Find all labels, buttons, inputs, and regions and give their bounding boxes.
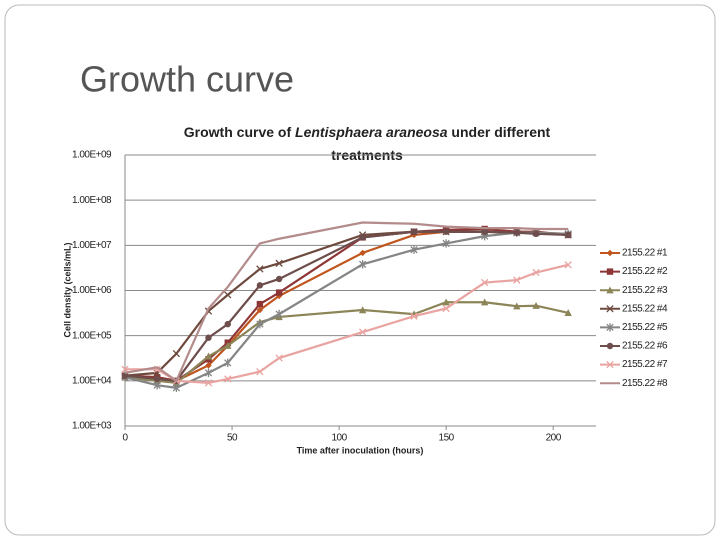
y-axis-label: Cell density (cells/mL) xyxy=(62,242,72,337)
marker xyxy=(442,228,450,235)
y-tick-label: 1.00E+04 xyxy=(72,375,112,386)
marker xyxy=(204,352,213,360)
marker xyxy=(532,302,540,309)
marker xyxy=(564,231,572,239)
y-tick-label: 1.00E+09 xyxy=(72,150,112,161)
x-tick-label: 150 xyxy=(439,433,455,444)
x-tick-label: 50 xyxy=(227,433,238,444)
marker xyxy=(256,282,264,289)
legend-label: 2155.22 #3 xyxy=(622,285,668,296)
y-tick-label: 1.00E+05 xyxy=(72,330,112,341)
legend-label: 2155.22 #2 xyxy=(622,266,668,277)
marker xyxy=(480,298,489,306)
marker xyxy=(442,304,450,313)
marker xyxy=(532,268,540,277)
marker xyxy=(256,319,264,329)
chart-title-part: Lentisphaera araneosa xyxy=(295,124,448,140)
legend-label: 2155.22 #5 xyxy=(622,322,668,333)
marker xyxy=(256,265,264,273)
marker xyxy=(275,289,283,296)
legend-marker xyxy=(606,249,614,257)
marker xyxy=(410,312,418,320)
marker xyxy=(564,261,572,269)
marker xyxy=(224,291,232,299)
legend-marker xyxy=(606,360,614,369)
legend-marker xyxy=(606,286,614,294)
marker xyxy=(275,309,283,319)
x-tick-label: 0 xyxy=(122,433,128,444)
chart-title-part: under different xyxy=(448,124,551,140)
chart-title-part: Growth curve of xyxy=(184,124,295,140)
marker xyxy=(358,260,367,269)
x-tick-label: 100 xyxy=(331,433,347,444)
marker xyxy=(358,328,367,336)
marker xyxy=(205,362,212,369)
y-tick-label: 1.00E+08 xyxy=(72,195,112,206)
x-axis-label: Time after inoculation (hours) xyxy=(297,445,424,455)
legend-marker xyxy=(606,342,614,350)
marker xyxy=(224,341,232,349)
marker xyxy=(224,375,232,383)
marker xyxy=(513,302,521,310)
slide-frame xyxy=(4,4,716,536)
marker xyxy=(410,228,418,235)
marker xyxy=(442,298,450,306)
series-line xyxy=(124,221,569,383)
marker xyxy=(481,228,488,235)
y-tick-label: 1.00E+03 xyxy=(72,421,112,432)
marker xyxy=(564,309,572,317)
legend-marker xyxy=(606,268,614,275)
x-tick-label: 200 xyxy=(546,433,562,444)
legend-marker xyxy=(606,323,614,332)
series-line xyxy=(125,263,569,385)
marker xyxy=(121,372,129,379)
marker xyxy=(256,367,264,376)
y-tick-label: 1.00E+07 xyxy=(72,240,112,251)
marker xyxy=(358,306,367,314)
marker xyxy=(172,383,181,393)
marker xyxy=(513,229,520,236)
marker xyxy=(275,354,283,362)
legend-label: 2155.22 #8 xyxy=(622,378,668,389)
marker xyxy=(359,249,366,257)
marker xyxy=(256,306,264,314)
marker xyxy=(410,245,418,254)
marker xyxy=(205,334,212,341)
marker xyxy=(513,276,521,284)
series-line xyxy=(124,230,569,382)
slide-heading: Growth curve xyxy=(80,59,294,100)
marker xyxy=(275,259,283,267)
series-line xyxy=(124,301,569,385)
marker xyxy=(204,368,213,378)
marker xyxy=(153,381,161,390)
legend-marker xyxy=(606,305,614,313)
marker xyxy=(359,234,366,241)
marker xyxy=(172,349,181,358)
marker xyxy=(256,300,264,308)
legend-label: 2155.22 #4 xyxy=(622,303,668,314)
marker xyxy=(275,275,283,283)
marker xyxy=(224,358,232,368)
chart-title: Growth curve of Lentisphaera araneosa un… xyxy=(184,124,551,163)
marker xyxy=(153,375,161,383)
legend-label: 2155.22 #1 xyxy=(622,248,668,259)
marker xyxy=(224,320,231,328)
marker xyxy=(442,239,450,248)
y-tick-label: 1.00E+06 xyxy=(72,285,112,296)
marker xyxy=(481,278,489,287)
legend-label: 2155.22 #7 xyxy=(622,359,668,370)
marker xyxy=(204,379,213,387)
legend-label: 2155.22 #6 xyxy=(622,341,668,352)
marker xyxy=(532,230,540,238)
